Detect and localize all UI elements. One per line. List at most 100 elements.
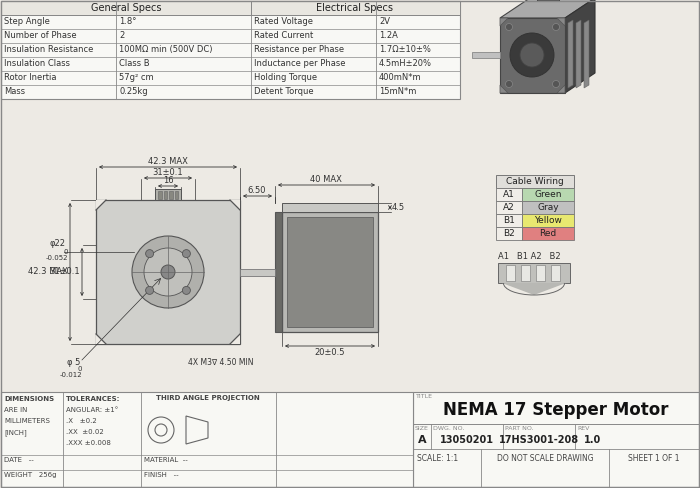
Bar	[496, 214, 522, 227]
Text: 4.5: 4.5	[392, 203, 405, 212]
Polygon shape	[565, 0, 595, 93]
Text: B2: B2	[503, 229, 515, 238]
Text: General Specs: General Specs	[91, 3, 161, 13]
Text: DATE   --: DATE --	[4, 457, 34, 463]
Bar	[413, 392, 699, 487]
Text: Gray: Gray	[537, 203, 559, 212]
Text: Rotor Inertia: Rotor Inertia	[4, 73, 57, 82]
Bar	[506, 265, 515, 281]
Text: Yellow: Yellow	[534, 216, 562, 225]
Polygon shape	[96, 334, 106, 344]
Polygon shape	[584, 20, 589, 88]
Circle shape	[161, 265, 175, 279]
Text: 15mN*m: 15mN*m	[379, 87, 416, 96]
Polygon shape	[500, 18, 508, 26]
Bar	[1, 392, 413, 487]
Text: [INCH]: [INCH]	[4, 429, 27, 436]
Polygon shape	[500, 18, 565, 93]
Text: SIZE: SIZE	[415, 426, 429, 431]
Text: A1   B1 A2   B2: A1 B1 A2 B2	[498, 252, 561, 261]
Bar	[522, 201, 574, 214]
Text: 0: 0	[64, 249, 68, 255]
Text: 4.5mH±20%: 4.5mH±20%	[379, 59, 432, 68]
Text: Cable Wiring: Cable Wiring	[506, 177, 564, 186]
Text: ANGULAR: ±1°: ANGULAR: ±1°	[66, 407, 118, 413]
Text: 42.3 MAX: 42.3 MAX	[148, 157, 188, 166]
Polygon shape	[96, 200, 106, 210]
Text: TOLERANCES:: TOLERANCES:	[66, 396, 120, 402]
Text: THIRD ANGLE PROJECTION: THIRD ANGLE PROJECTION	[156, 395, 260, 401]
Circle shape	[132, 236, 204, 308]
Bar	[155, 189, 181, 200]
Polygon shape	[557, 18, 565, 26]
Text: 13050201: 13050201	[440, 435, 494, 445]
Text: φ22: φ22	[50, 239, 66, 248]
Bar	[287, 217, 373, 327]
Text: REV: REV	[577, 426, 589, 431]
Bar	[96, 200, 240, 344]
Text: 1.7Ω±10±%: 1.7Ω±10±%	[379, 45, 431, 54]
Text: 1.0: 1.0	[584, 435, 601, 445]
Bar	[536, 265, 545, 281]
Text: Class B: Class B	[119, 59, 150, 68]
Circle shape	[146, 250, 153, 258]
Text: 57g² cm: 57g² cm	[119, 73, 153, 82]
Bar	[1, 1, 251, 15]
Polygon shape	[502, 283, 566, 295]
Text: -0.012: -0.012	[60, 372, 82, 378]
Text: .XXX ±0.008: .XXX ±0.008	[66, 440, 111, 446]
Circle shape	[505, 81, 512, 87]
Text: Green: Green	[534, 190, 561, 199]
Text: A2: A2	[503, 203, 515, 212]
Polygon shape	[557, 85, 565, 93]
Bar	[522, 214, 574, 227]
Circle shape	[552, 81, 559, 87]
Text: 2: 2	[119, 31, 125, 40]
Text: DO NOT SCALE DRAWING: DO NOT SCALE DRAWING	[497, 454, 594, 463]
Bar	[240, 269, 275, 276]
Text: NEMA 17 Stepper Motor: NEMA 17 Stepper Motor	[443, 401, 668, 419]
Text: φ 5: φ 5	[66, 358, 80, 367]
Bar	[522, 188, 574, 201]
Bar	[496, 201, 522, 214]
Text: .XX  ±0.02: .XX ±0.02	[66, 429, 104, 435]
Bar	[158, 190, 162, 199]
Bar	[282, 203, 378, 212]
Text: Rated Current: Rated Current	[254, 31, 314, 40]
Text: PART NO.: PART NO.	[505, 426, 533, 431]
Circle shape	[144, 248, 192, 296]
Text: Number of Phase: Number of Phase	[4, 31, 76, 40]
Text: DIMENSIONS: DIMENSIONS	[4, 396, 54, 402]
Text: DWG. NO.: DWG. NO.	[433, 426, 464, 431]
Text: 40 MAX: 40 MAX	[310, 175, 342, 184]
Circle shape	[146, 286, 153, 294]
Text: SCALE: 1:1: SCALE: 1:1	[417, 454, 458, 463]
Bar	[275, 212, 282, 332]
Circle shape	[183, 250, 190, 258]
Text: Rated Voltage: Rated Voltage	[254, 17, 313, 26]
Bar	[251, 1, 460, 15]
Text: 2V: 2V	[379, 17, 390, 26]
Text: -0.052: -0.052	[46, 255, 68, 261]
Polygon shape	[568, 20, 573, 88]
Text: 6.50: 6.50	[248, 186, 266, 195]
Text: FINISH   --: FINISH --	[144, 472, 178, 478]
Text: SHEET 1 OF 1: SHEET 1 OF 1	[629, 454, 680, 463]
Bar	[496, 188, 522, 201]
Text: 42.3 MAX: 42.3 MAX	[28, 267, 68, 277]
Text: 31±0.1: 31±0.1	[153, 168, 183, 177]
Text: 100MΩ min (500V DC): 100MΩ min (500V DC)	[119, 45, 213, 54]
Text: Step Angle: Step Angle	[4, 17, 50, 26]
Circle shape	[552, 23, 559, 30]
Text: Holding Torque: Holding Torque	[254, 73, 317, 82]
Text: 0.25kg: 0.25kg	[119, 87, 148, 96]
Text: MATERIAL  --: MATERIAL --	[144, 457, 188, 463]
Text: Insulation Class: Insulation Class	[4, 59, 70, 68]
Text: 400mN*m: 400mN*m	[379, 73, 421, 82]
Bar	[174, 190, 178, 199]
Text: Electrical Specs: Electrical Specs	[316, 3, 393, 13]
Text: 1.8°: 1.8°	[119, 17, 136, 26]
Bar	[169, 190, 172, 199]
Text: 17HS3001-208: 17HS3001-208	[499, 435, 579, 445]
Bar	[164, 190, 167, 199]
